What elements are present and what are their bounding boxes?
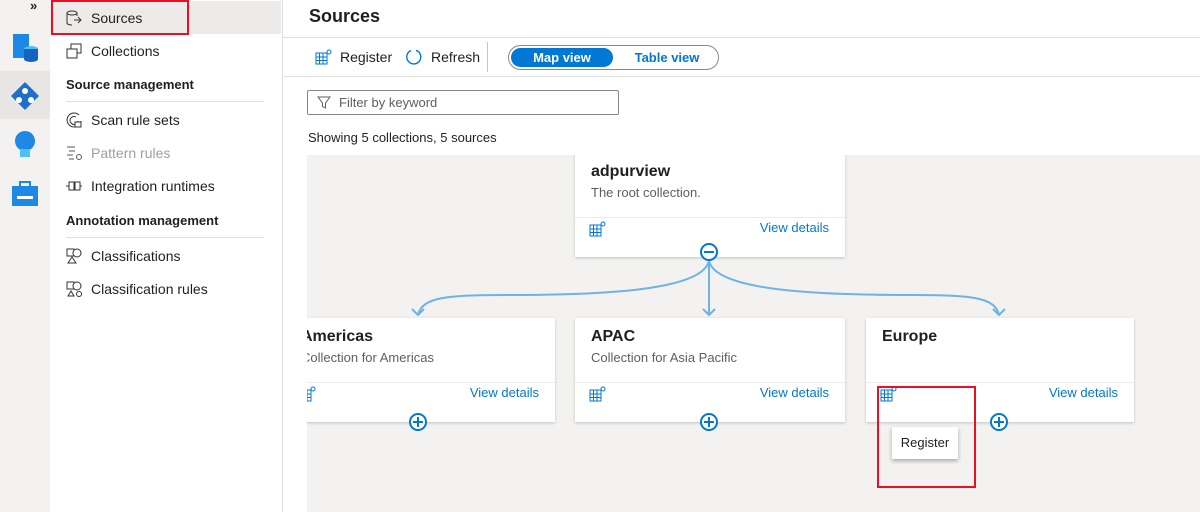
view-details-link[interactable]: View details [759, 385, 829, 400]
nav-item-scan-rule-sets[interactable]: Scan rule sets [50, 103, 281, 136]
register-icon[interactable] [589, 221, 606, 238]
collection-description: Collection for Americas [307, 350, 434, 365]
sources-icon [66, 10, 82, 25]
runtime-icon [66, 181, 82, 190]
data-map-icon[interactable] [9, 31, 41, 63]
nav-item-classifications[interactable]: Classifications [50, 239, 281, 272]
nav-item-label: Sources [91, 9, 143, 26]
classification-icon [66, 248, 82, 263]
collection-description: The root collection. [591, 185, 701, 200]
nav-item-integration-runtimes[interactable]: Integration runtimes [50, 169, 281, 202]
view-details-link[interactable]: View details [469, 385, 539, 400]
connector-europe [708, 260, 1000, 316]
register-icon [315, 49, 332, 64]
classification-rule-icon [66, 281, 82, 297]
toolbar-separator [487, 42, 488, 72]
nav-panel: Sources Collections Source management Sc… [50, 0, 283, 512]
nav-item-sources[interactable]: Sources [50, 1, 281, 34]
collection-description: Collection for Asia Pacific [591, 350, 737, 365]
refresh-label: Refresh [431, 49, 481, 65]
highlight-box [51, 0, 189, 35]
connectors [411, 260, 1006, 317]
divider [66, 237, 264, 238]
scan-icon [66, 112, 82, 127]
register-label: Register [340, 49, 393, 65]
nav-item-label: Integration runtimes [91, 177, 215, 194]
expand-icon[interactable]: » [30, 0, 38, 13]
view-details-link[interactable]: View details [1048, 385, 1118, 400]
summary-text: Showing 5 collections, 5 sources [308, 130, 497, 145]
nav-item-label: Scan rule sets [91, 111, 180, 128]
divider [866, 382, 1134, 383]
connector-americas [417, 260, 710, 316]
nav-item-label: Collections [91, 42, 160, 59]
collection-card-americas: Americas Collection for Americas View de… [307, 318, 555, 422]
filter-input[interactable]: Filter by keyword [307, 90, 619, 115]
divider [307, 382, 555, 383]
collection-name: adpurview [591, 163, 671, 180]
divider [283, 37, 1200, 38]
collection-card-europe: Europe View details [866, 318, 1134, 422]
divider [283, 76, 1200, 77]
collection-card-root: adpurview The root collection. View deta… [575, 155, 845, 257]
icon-rail: » [0, 0, 50, 512]
refresh-button[interactable]: Refresh [405, 46, 480, 68]
section-heading-source-management: Source management [66, 77, 194, 92]
collection-card-apac: APAC Collection for Asia Pacific View de… [575, 318, 845, 422]
data-sources-icon[interactable] [9, 80, 41, 112]
register-tooltip: Register [892, 427, 958, 459]
divider [66, 101, 264, 102]
register-button[interactable]: Register [315, 46, 392, 68]
nav-item-pattern-rules[interactable]: Pattern rules [50, 136, 281, 169]
register-icon[interactable] [307, 386, 316, 403]
collection-name: APAC [591, 328, 636, 345]
page-title: Sources [309, 6, 381, 26]
collection-name: Americas [307, 328, 374, 345]
collection-name: Europe [882, 328, 938, 345]
insights-icon[interactable] [9, 129, 41, 161]
pattern-icon [67, 146, 82, 160]
view-toggle: Map view Table view [508, 45, 719, 70]
divider [575, 217, 845, 218]
collections-icon [66, 43, 82, 58]
view-details-link[interactable]: View details [759, 220, 829, 235]
table-view-tab[interactable]: Table view [634, 50, 700, 65]
section-heading-annotation-management: Annotation management [66, 213, 219, 228]
filter-icon [317, 96, 331, 109]
management-icon[interactable] [9, 178, 41, 210]
nav-item-classification-rules[interactable]: Classification rules [50, 272, 281, 305]
nav-item-collections[interactable]: Collections [50, 34, 281, 67]
highlight-box [877, 386, 976, 488]
nav-item-label: Pattern rules [91, 144, 171, 161]
nav-item-label: Classifications [91, 247, 181, 264]
map-canvas[interactable]: adpurview The root collection. View deta… [307, 155, 1200, 512]
divider [575, 382, 845, 383]
refresh-icon [406, 49, 422, 65]
map-view-tab[interactable]: Map view [511, 48, 613, 67]
nav-item-label: Classification rules [91, 280, 208, 297]
register-icon[interactable] [589, 386, 606, 403]
filter-placeholder: Filter by keyword [339, 95, 438, 110]
